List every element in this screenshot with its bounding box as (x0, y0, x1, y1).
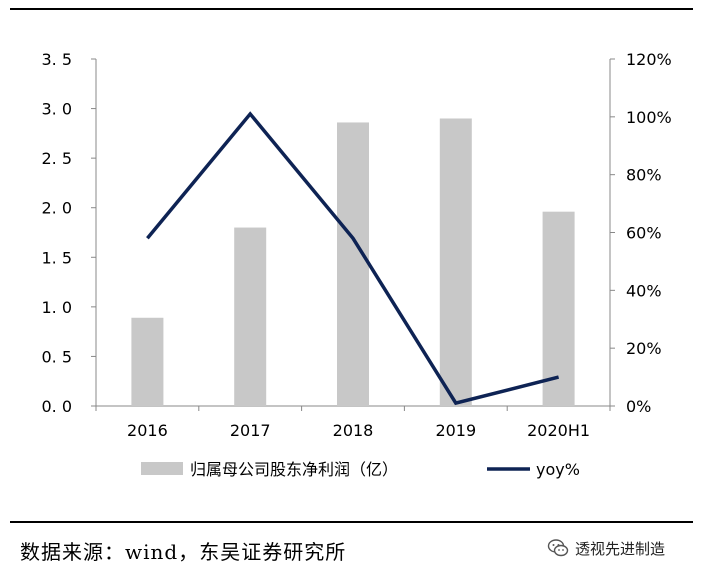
chart: 0. 0 0. 5 1. 0 1. 5 2. 0 2. 5 3. 0 3. 5 0% 20% 40%… (41, 50, 672, 479)
y-left-tick-label: 3. 5 (41, 50, 72, 69)
y-left-tick-label: 2. 5 (41, 149, 72, 168)
wechat-icon (547, 539, 569, 557)
x-tick-label: 2017 (230, 421, 271, 440)
y-left-tick-label: 1. 0 (41, 298, 72, 317)
bottom-rule (10, 521, 693, 523)
y-right-tick-label: 20% (626, 339, 662, 358)
source-note: 数据来源：wind，东吴证券研究所 (20, 540, 347, 564)
y-left-tick-label: 1. 5 (41, 248, 72, 267)
x-tick-label: 2016 (127, 421, 168, 440)
y-right-tick-label: 80% (626, 166, 662, 185)
y-left-tick-label: 0. 5 (41, 347, 72, 366)
y-right-tick-label: 0% (626, 397, 651, 416)
y-right-tick-label: 120% (626, 50, 672, 69)
x-tick-label: 2018 (333, 421, 374, 440)
bar (542, 211, 575, 406)
y-right-tick-label: 60% (626, 224, 662, 243)
x-tick-label: 2020H1 (527, 421, 590, 440)
bar (234, 227, 267, 406)
top-rule (10, 8, 693, 10)
y-right-tick-label: 40% (626, 281, 662, 300)
y-left-tick-label: 0. 0 (41, 397, 72, 416)
legend-label-line: yoy% (536, 460, 580, 479)
x-tick-label: 2019 (435, 421, 476, 440)
y-right-tick-label: 100% (626, 108, 672, 127)
watermark-label: 透视先进制造 (575, 539, 666, 558)
bar (439, 118, 472, 406)
y-left-tick-label: 3. 0 (41, 100, 72, 119)
bar (131, 317, 164, 406)
y-left-tick-label: 2. 0 (41, 199, 72, 218)
legend-label-bars: 归属母公司股东净利润（亿） (190, 460, 398, 479)
bar (337, 122, 369, 407)
watermark: 透视先进制造 (547, 537, 665, 559)
legend-swatch-bars (141, 462, 183, 475)
